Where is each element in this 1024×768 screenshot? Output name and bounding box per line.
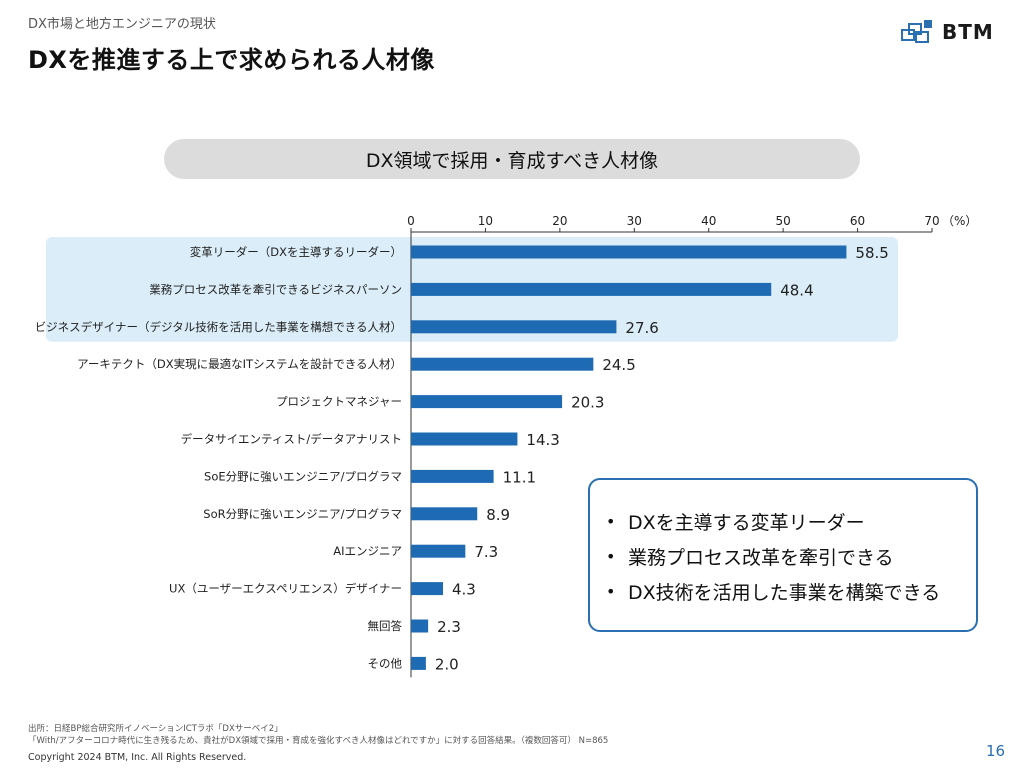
- x-tick-label: 20: [552, 214, 567, 228]
- x-tick-label: 70: [924, 214, 939, 228]
- bar: [411, 619, 429, 633]
- value-label: 14.3: [526, 431, 559, 449]
- value-label: 20.3: [571, 394, 604, 412]
- value-label: 2.3: [437, 618, 461, 636]
- x-tick-label: 40: [701, 214, 716, 228]
- category-label: データサイエンティスト/データアナリスト: [181, 432, 402, 446]
- bar: [411, 507, 478, 521]
- chart-title: DX領域で採用・育成すべき人材像: [164, 139, 860, 179]
- bar: [411, 432, 518, 446]
- value-label: 2.0: [435, 655, 459, 673]
- bar: [411, 544, 466, 558]
- summary-item-text: DX技術を活用した事業を構築できる: [628, 581, 941, 604]
- summary-item: • DXを主導する変革リーダー: [606, 508, 940, 534]
- value-label: 48.4: [780, 281, 813, 299]
- bullet-icon: •: [606, 546, 616, 566]
- summary-item: • DX技術を活用した事業を構築できる: [606, 578, 940, 604]
- page-title: DXを推進する上で求められる人材像: [28, 46, 435, 74]
- bar: [411, 469, 494, 483]
- category-label: ビジネスデザイナー（デジタル技術を活用した事業を構想できる人材）: [35, 320, 402, 334]
- summary-item: • 業務プロセス改革を牽引できる: [606, 543, 940, 569]
- category-label: アーキテクト（DX実現に最適なITシステムを設計できる人材）: [77, 357, 402, 371]
- category-label: 業務プロセス改革を牽引できるビジネスパーソン: [149, 282, 402, 296]
- breadcrumb: DX市場と地方エンジニアの現状: [28, 17, 216, 32]
- logo-text: BTM: [942, 20, 994, 44]
- value-label: 58.5: [855, 244, 888, 262]
- bar: [411, 357, 594, 371]
- value-label: 27.6: [625, 319, 658, 337]
- x-tick-label: 10: [478, 214, 493, 228]
- source-note: 出所：日経BP総合研究所イノベーションICTラボ「DXサーベイ2」 「With/…: [28, 723, 608, 747]
- x-unit-label: （%）: [942, 214, 977, 228]
- category-label: SoR分野に強いエンジニア/プログラマ: [203, 507, 402, 521]
- summary-list: • DXを主導する変革リーダー • 業務プロセス改革を牽引できる • DX技術を活用し…: [606, 508, 940, 613]
- value-label: 4.3: [452, 581, 476, 599]
- category-label: その他: [368, 656, 403, 670]
- category-label: 変革リーダー（DXを主導するリーダー）: [190, 245, 402, 259]
- btm-logo-icon: [901, 20, 932, 43]
- category-label: プロジェクトマネジャー: [276, 395, 402, 409]
- bullet-icon: •: [606, 581, 616, 601]
- x-tick-label: 0: [407, 214, 415, 228]
- bar: [411, 582, 444, 596]
- value-label: 7.3: [474, 543, 498, 561]
- x-tick-label: 50: [776, 214, 791, 228]
- bar: [411, 656, 426, 670]
- source-line: 「With/アフターコロナ時代に生き残るため、貴社がDX領域で採用・育成を強化す…: [28, 736, 609, 746]
- copyright: Copyright 2024 BTM, Inc. All Rights Rese…: [28, 752, 247, 763]
- summary-item-text: 業務プロセス改革を牽引できる: [628, 546, 894, 569]
- bar: [411, 320, 617, 334]
- source-line: 出所：日経BP総合研究所イノベーションICTラボ「DXサーベイ2」: [28, 724, 283, 734]
- bar: [411, 245, 847, 259]
- summary-item-text: DXを主導する変革リーダー: [628, 511, 865, 534]
- value-label: 24.5: [602, 356, 635, 374]
- value-label: 8.9: [486, 506, 510, 524]
- category-label: AIエンジニア: [333, 544, 402, 558]
- category-label: 無回答: [368, 619, 403, 633]
- value-label: 11.1: [503, 468, 536, 486]
- bar-chart: 0 10 20 30 40 50 60 70 （%） 変革リーダー（DXを主導するリーダー） 58.…: [35, 214, 977, 678]
- bar: [411, 282, 772, 296]
- category-label: UX（ユーザーエクスペリエンス）デザイナー: [169, 582, 402, 596]
- bar: [411, 395, 563, 409]
- x-tick-label: 30: [627, 214, 642, 228]
- category-label: SoE分野に強いエンジニア/プログラマ: [204, 469, 402, 483]
- x-tick-label: 60: [850, 214, 865, 228]
- summary-box: • DXを主導する変革リーダー • 業務プロセス改革を牽引できる • DX技術を活用し…: [588, 478, 978, 632]
- page-number: 16: [986, 742, 1006, 760]
- bullet-icon: •: [606, 511, 616, 531]
